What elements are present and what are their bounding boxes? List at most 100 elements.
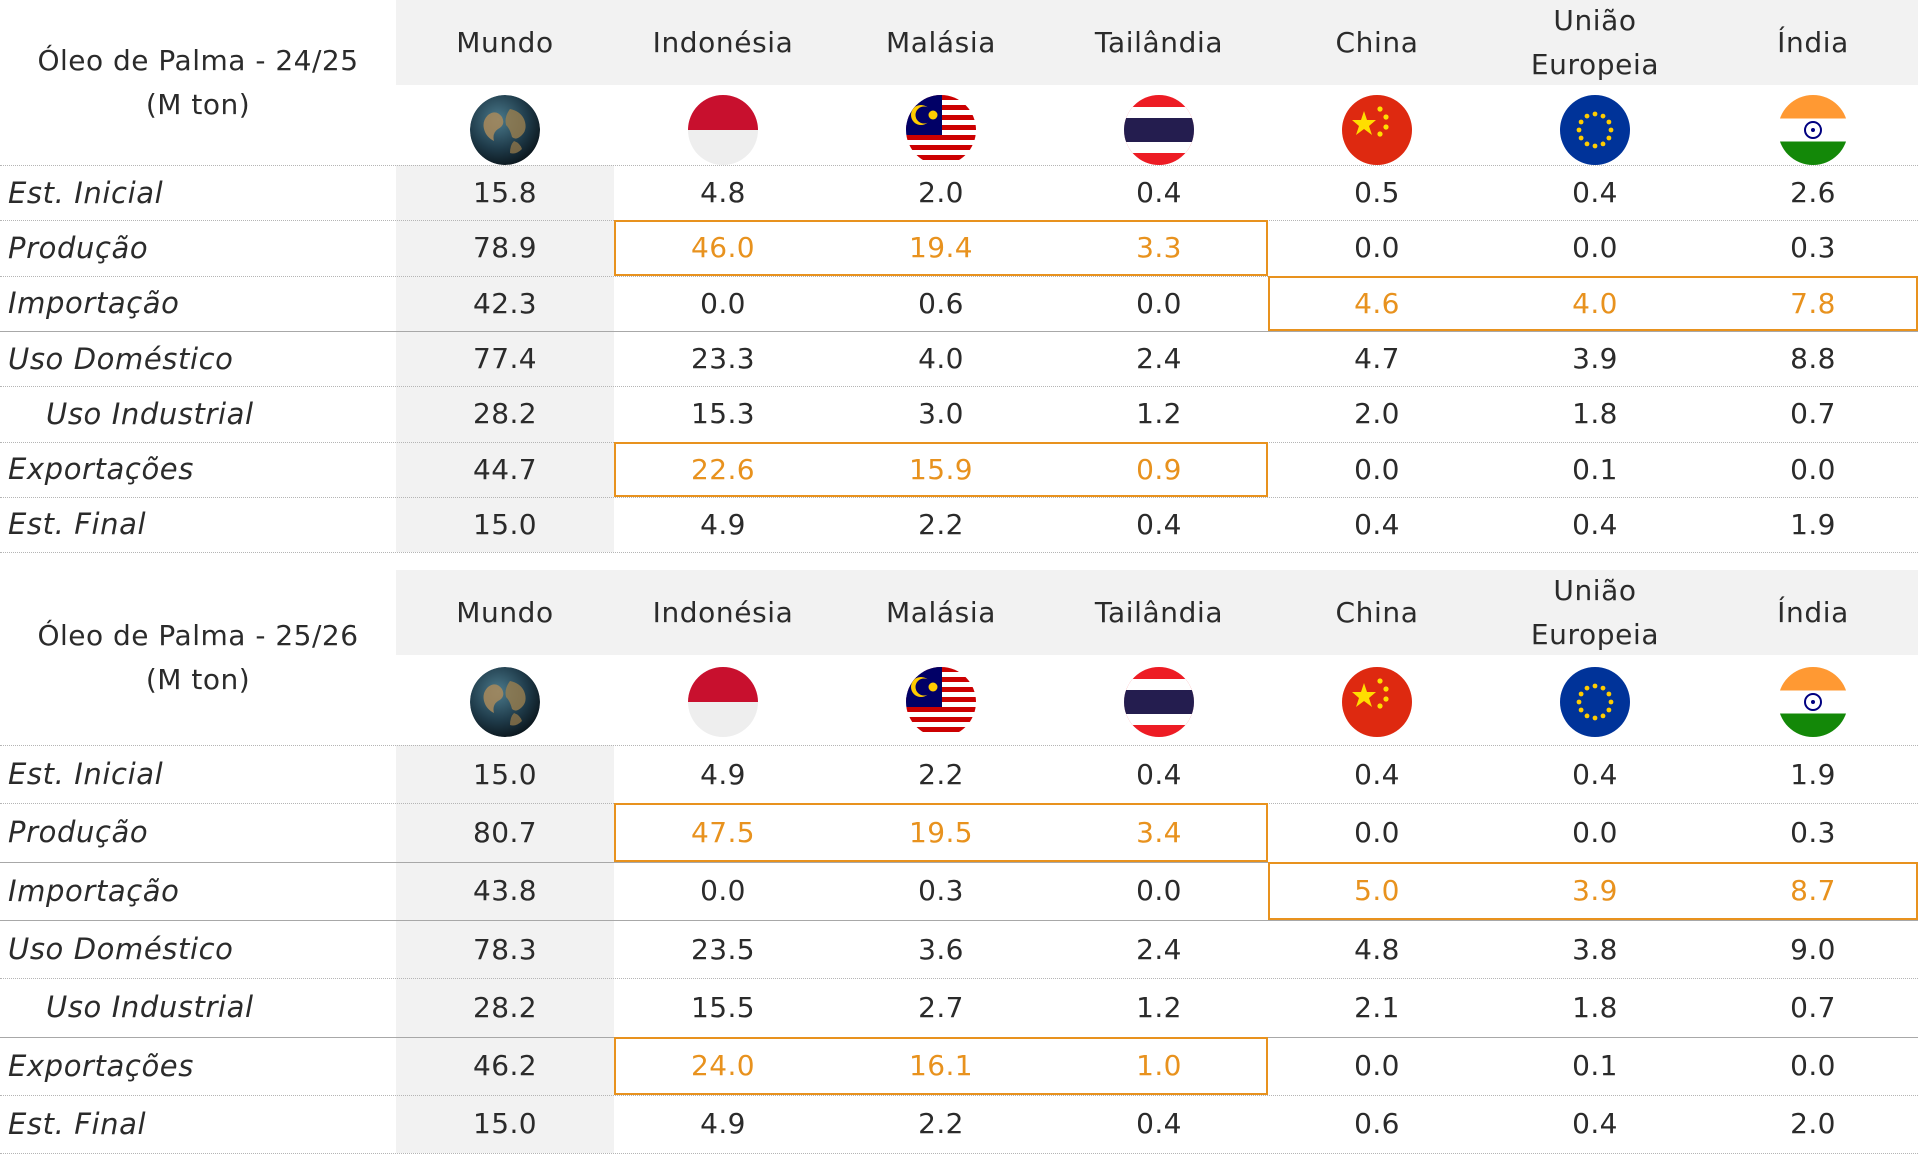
indonesia-flag-icon	[688, 667, 758, 737]
column-header-label: Índia	[1777, 595, 1849, 629]
table-cell: 0.0	[1136, 286, 1182, 320]
table-cell: 15.0	[473, 507, 537, 541]
highlight-box	[1268, 275, 1918, 331]
table-cell: 5.0	[1354, 874, 1400, 908]
table-cell: 28.2	[473, 990, 537, 1024]
table-cell: 42.3	[473, 286, 537, 320]
table-cell: 1.2	[1136, 990, 1182, 1024]
table-row: Produção 80.7 47.5 19.5 3.4 0.0 0.0 0.3	[0, 803, 1918, 861]
table-cell: 23.5	[691, 932, 755, 966]
table-cell: 0.4	[1572, 176, 1618, 210]
row-separator	[0, 552, 1918, 554]
row-label: Importação	[8, 873, 180, 908]
table-cell: 1.2	[1136, 397, 1182, 431]
table-cell: 16.1	[909, 1049, 973, 1083]
table-cell: 0.0	[1136, 874, 1182, 908]
table-cell: 0.3	[1790, 231, 1836, 265]
table-cell: 15.0	[473, 757, 537, 791]
column-header: Malásia	[832, 0, 1050, 85]
table-row: Est. Inicial 15.8 4.8 2.0 0.4 0.5 0.4 2.6	[0, 165, 1918, 220]
table-row: Importação 43.8 0.0 0.3 0.0 5.0 3.9 8.7	[0, 862, 1918, 920]
table-cell: 1.8	[1572, 397, 1618, 431]
header-band	[396, 0, 1918, 85]
table-cell: 2.2	[918, 507, 964, 541]
table-cell: 2.7	[918, 990, 964, 1024]
table-cell: 1.8	[1572, 990, 1618, 1024]
table-cell: 15.9	[909, 452, 973, 486]
column-header-label: Índia	[1777, 25, 1849, 59]
table-cell: 0.4	[1354, 507, 1400, 541]
table-cell: 15.3	[691, 397, 755, 431]
column-header: Tailândia	[1050, 0, 1268, 85]
row-label: Est. Inicial	[8, 175, 164, 210]
table-cell: 2.0	[1354, 397, 1400, 431]
table-cell: 0.5	[1354, 176, 1400, 210]
table-row: Importação 42.3 0.0 0.6 0.0 4.6 4.0 7.8	[0, 276, 1918, 331]
row-separator	[0, 496, 1918, 498]
table-cell: 43.8	[473, 874, 537, 908]
row-label: Exportações	[8, 452, 194, 487]
table-cell: 3.4	[1136, 815, 1182, 849]
table-cell: 8.8	[1790, 342, 1836, 376]
table-cell: 4.9	[700, 757, 746, 791]
row-separator	[0, 275, 1918, 277]
row-label: Uso Industrial	[46, 990, 254, 1025]
table-cell: 8.7	[1790, 874, 1836, 908]
table-row: Est. Inicial 15.0 4.9 2.2 0.4 0.4 0.4 1.9	[0, 745, 1918, 803]
row-label: Produção	[8, 815, 149, 850]
table-cell: 2.4	[1136, 342, 1182, 376]
thailand-flag-icon	[1124, 95, 1194, 165]
table-cell: 0.4	[1136, 507, 1182, 541]
table-row: Exportações 44.7 22.6 15.9 0.9 0.0 0.1 0.0	[0, 442, 1918, 497]
row-label: Est. Inicial	[8, 757, 164, 792]
table-cell: 22.6	[691, 452, 755, 486]
mundo-column-body-shade	[396, 745, 614, 1154]
globe-icon	[470, 95, 540, 165]
row-label: Importação	[8, 286, 180, 321]
table-cell: 28.2	[473, 397, 537, 431]
highlight-box	[614, 220, 1268, 276]
table-cell: 3.8	[1572, 932, 1618, 966]
table-row: Produção 78.9 46.0 19.4 3.3 0.0 0.0 0.3	[0, 220, 1918, 275]
row-separator	[0, 1153, 1918, 1155]
table-cell: 0.0	[1572, 231, 1618, 265]
table-cell: 0.4	[1572, 1107, 1618, 1141]
table-cell: 0.9	[1136, 452, 1182, 486]
table-cell: 0.0	[700, 874, 746, 908]
highlight-box	[614, 441, 1268, 497]
table-cell: 4.0	[1572, 286, 1618, 320]
table-row: Est. Final 15.0 4.9 2.2 0.4 0.4 0.4 1.9	[0, 497, 1918, 552]
table-row: Uso Industrial 28.2 15.5 2.7 1.2 2.1 1.8 0.7	[0, 978, 1918, 1036]
column-header-label: Tailândia	[1094, 25, 1224, 59]
table-cell: 0.0	[1790, 1049, 1836, 1083]
table-cell: 2.0	[1790, 1107, 1836, 1141]
table-cell: 3.3	[1136, 231, 1182, 265]
table-cell: 4.9	[700, 507, 746, 541]
table-cell: 2.4	[1136, 932, 1182, 966]
row-label: Uso Doméstico	[8, 341, 234, 376]
table-cell: 4.6	[1354, 286, 1400, 320]
table-cell: 0.0	[1354, 452, 1400, 486]
row-separator	[0, 919, 1918, 921]
table-cell: 46.0	[691, 231, 755, 265]
table-cell: 4.8	[1354, 932, 1400, 966]
table-cell: 80.7	[473, 815, 537, 849]
table-cell: 0.4	[1136, 757, 1182, 791]
table-title: Óleo de Palma - 24/25 (M ton)	[0, 0, 396, 165]
row-separator	[0, 745, 1918, 746]
eu-flag-icon	[1560, 667, 1630, 737]
thailand-flag-icon	[1124, 667, 1194, 737]
table-cell: 0.1	[1572, 1049, 1618, 1083]
column-header: China	[1268, 570, 1486, 655]
column-header-label: Tailândia	[1094, 595, 1224, 629]
highlight-box	[614, 803, 1268, 862]
row-label: Produção	[8, 230, 149, 265]
column-header-label: Indonésia	[652, 25, 794, 59]
china-flag-icon	[1342, 95, 1412, 165]
table-cell: 77.4	[473, 342, 537, 376]
table-cell: 4.8	[700, 176, 746, 210]
table-cell: 0.7	[1790, 990, 1836, 1024]
column-header: Indonésia	[614, 0, 832, 85]
table-cell: 0.1	[1572, 452, 1618, 486]
table-cell: 2.0	[918, 176, 964, 210]
